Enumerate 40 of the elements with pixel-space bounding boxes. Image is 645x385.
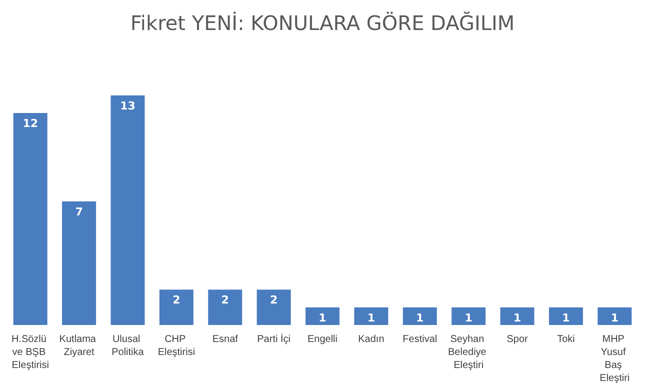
bar xyxy=(208,290,242,325)
bar xyxy=(354,307,388,325)
bar xyxy=(402,307,437,325)
data-label: 1 xyxy=(416,311,424,324)
chart-title: Fikret YENİ: KONULARA GÖRE DAĞILIM xyxy=(130,11,515,35)
bar xyxy=(110,95,145,325)
bar xyxy=(500,307,534,325)
data-label: 1 xyxy=(513,311,522,324)
bar xyxy=(256,290,291,325)
data-label: 2 xyxy=(172,294,180,307)
data-label: 2 xyxy=(221,294,229,307)
data-label: 1 xyxy=(610,311,618,324)
bar xyxy=(62,201,96,325)
data-label: 1 xyxy=(367,311,376,324)
bar xyxy=(598,307,632,325)
data-label: 1 xyxy=(562,311,570,324)
x-tick-label: CHP Eleştirisi xyxy=(158,334,196,358)
bar xyxy=(548,307,583,325)
bar xyxy=(306,307,340,325)
data-label: 1 xyxy=(318,311,326,324)
x-tick-label: Seyhan Belediye Eleştiri xyxy=(448,334,490,371)
x-tick-label: Kutlama Ziyaret xyxy=(59,334,99,358)
x-tick-label: Kadın xyxy=(358,334,384,345)
data-label: 7 xyxy=(75,205,83,218)
data-label: 13 xyxy=(120,99,136,112)
x-tick-label: Ulusal Politika xyxy=(112,334,144,358)
bar xyxy=(159,290,194,325)
x-tick-label: Esnaf xyxy=(212,334,238,345)
bar xyxy=(13,113,48,325)
x-tick-label: Parti İçi xyxy=(257,333,290,345)
x-tick-label: Toki xyxy=(557,334,575,345)
data-label: 2 xyxy=(270,294,278,307)
data-label: 12 xyxy=(22,117,38,130)
x-tick-label: MHP Yusuf Baş Eleştiri xyxy=(600,334,630,384)
bar xyxy=(452,307,486,325)
x-tick-label: Festival xyxy=(402,334,438,345)
x-tick-label: H.Sözlü ve BŞB Eleştirisi xyxy=(11,334,50,371)
data-label: 1 xyxy=(464,311,472,324)
x-tick-label: Spor xyxy=(506,334,528,345)
x-tick-label: Engelli xyxy=(307,334,338,345)
